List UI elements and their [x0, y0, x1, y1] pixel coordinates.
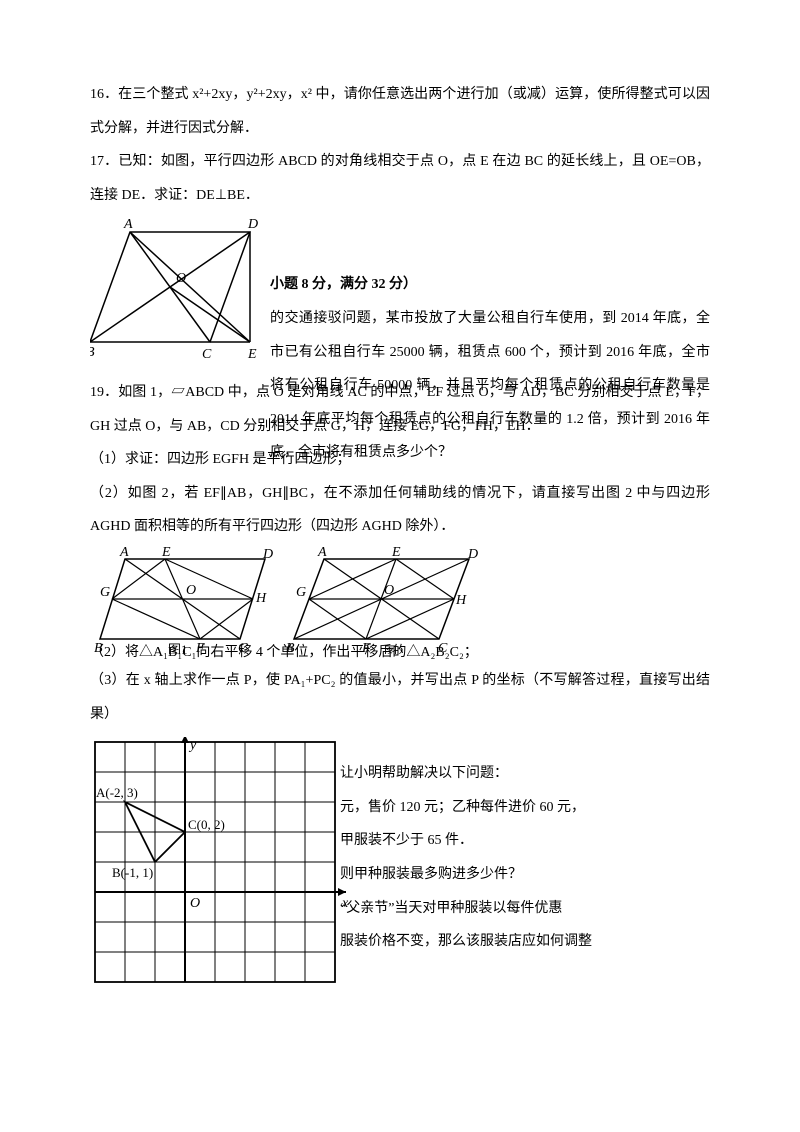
svg-text:A: A: [317, 545, 327, 560]
svg-text:E: E: [391, 545, 401, 560]
svg-text:D: D: [262, 547, 273, 562]
label-c-coord: C(0, 2): [188, 817, 225, 832]
q21-l4: 则甲种服装最多购进多少件？: [340, 858, 730, 892]
label-a-coord: A(-2, 3): [96, 785, 138, 800]
q17-text: 17．已知：如图，平行四边形 ABCD 的对角线相交于点 O，点 E 在边 BC…: [90, 145, 710, 212]
label-d: D: [247, 217, 258, 232]
q18-frag-text: 的交通接驳问题，某市投放了大量公租自行车使用，到 2014 年底，全市已有公租自…: [270, 311, 710, 460]
q21-l6: 服装价格不变，那么该服装店应如何调整: [340, 925, 730, 959]
seg-oe: [170, 287, 250, 342]
svg-text:O: O: [384, 583, 394, 598]
svg-text:H: H: [455, 593, 467, 608]
q18-frag: 的交通接驳问题，某市投放了大量公租自行车使用，到 2014 年底，全市已有公租自…: [270, 302, 710, 470]
label-c: C: [202, 347, 212, 362]
fig2-caption: 图2: [384, 644, 404, 654]
svg-text:D: D: [467, 547, 478, 562]
fig1-caption: 图1: [168, 642, 188, 654]
seg-ae: [130, 232, 250, 342]
overlap-text: 小题 8 分，满分 32 分） 的交通接驳问题，某市投放了大量公租自行车使用，到…: [270, 212, 710, 470]
q20-p3: （3）在 x 轴上求作一点 P，使 PA₁+PC₂ 的值最小，并写出点 P 的坐…: [90, 664, 710, 731]
svg-text:G: G: [296, 585, 306, 600]
grid-figure: A(-2, 3) B(-1, 1) C(0, 2) O x y: [90, 737, 350, 997]
label-a: A: [123, 217, 133, 232]
label-o: O: [176, 271, 186, 286]
svg-text:F: F: [361, 641, 371, 654]
q21-l3: 甲服装不少于 65 件．: [340, 824, 730, 858]
q17-figure-row: A D B C E O 小题 8 分，满分 32 分） 的交通接驳问题，某市投放…: [90, 212, 710, 376]
q21-side-text: 让小明帮助解决以下问题： 元，售价 120 元；乙种每件进价 60 元， 甲服装…: [340, 757, 730, 959]
svg-text:B: B: [286, 641, 295, 654]
svg-text:G: G: [100, 585, 110, 600]
svg-text:B: B: [94, 641, 103, 654]
svg-text:F: F: [195, 641, 205, 654]
q17-figure: A D B C E O: [90, 212, 270, 362]
q19-p2: （2）如图 2，若 EF∥AB，GH∥BC，在不添加任何辅助线的情况下，请直接写…: [90, 477, 710, 544]
q21-l5: “父亲节”当天对甲种服装以每件优惠: [340, 892, 730, 926]
svg-text:C: C: [238, 641, 248, 654]
svg-text:A: A: [119, 545, 129, 560]
q21-l2: 元，售价 120 元；乙种每件进价 60 元，: [340, 791, 730, 825]
q19-fig1: A E D H C F B G O 图1: [90, 544, 280, 654]
svg-text:O: O: [186, 583, 196, 598]
q19-figures-row: A E D H C F B G O 图1: [90, 544, 710, 664]
section-heading: 小题 8 分，满分 32 分）: [270, 268, 710, 302]
exam-page: 16．在三个整式 x²+2xy，y²+2xy，x² 中，请你任意选出两个进行加（…: [0, 0, 800, 1051]
label-e: E: [247, 347, 257, 362]
svg-text:H: H: [255, 591, 267, 606]
y-label: y: [188, 738, 197, 753]
grid-row: A(-2, 3) B(-1, 1) C(0, 2) O x y 让小明帮助解决以…: [90, 737, 710, 1011]
y-arrow: [181, 737, 189, 743]
q19-fig2: A E D H C F B G O 图2: [284, 544, 484, 654]
label-b-coord: B(-1, 1): [112, 865, 153, 880]
q16-text: 16．在三个整式 x²+2xy，y²+2xy，x² 中，请你任意选出两个进行加（…: [90, 78, 710, 145]
svg-text:C: C: [438, 641, 448, 654]
q21-l1: 让小明帮助解决以下问题：: [340, 757, 730, 791]
label-b: B: [90, 345, 95, 360]
label-origin: O: [190, 896, 200, 911]
svg-text:E: E: [161, 545, 171, 560]
